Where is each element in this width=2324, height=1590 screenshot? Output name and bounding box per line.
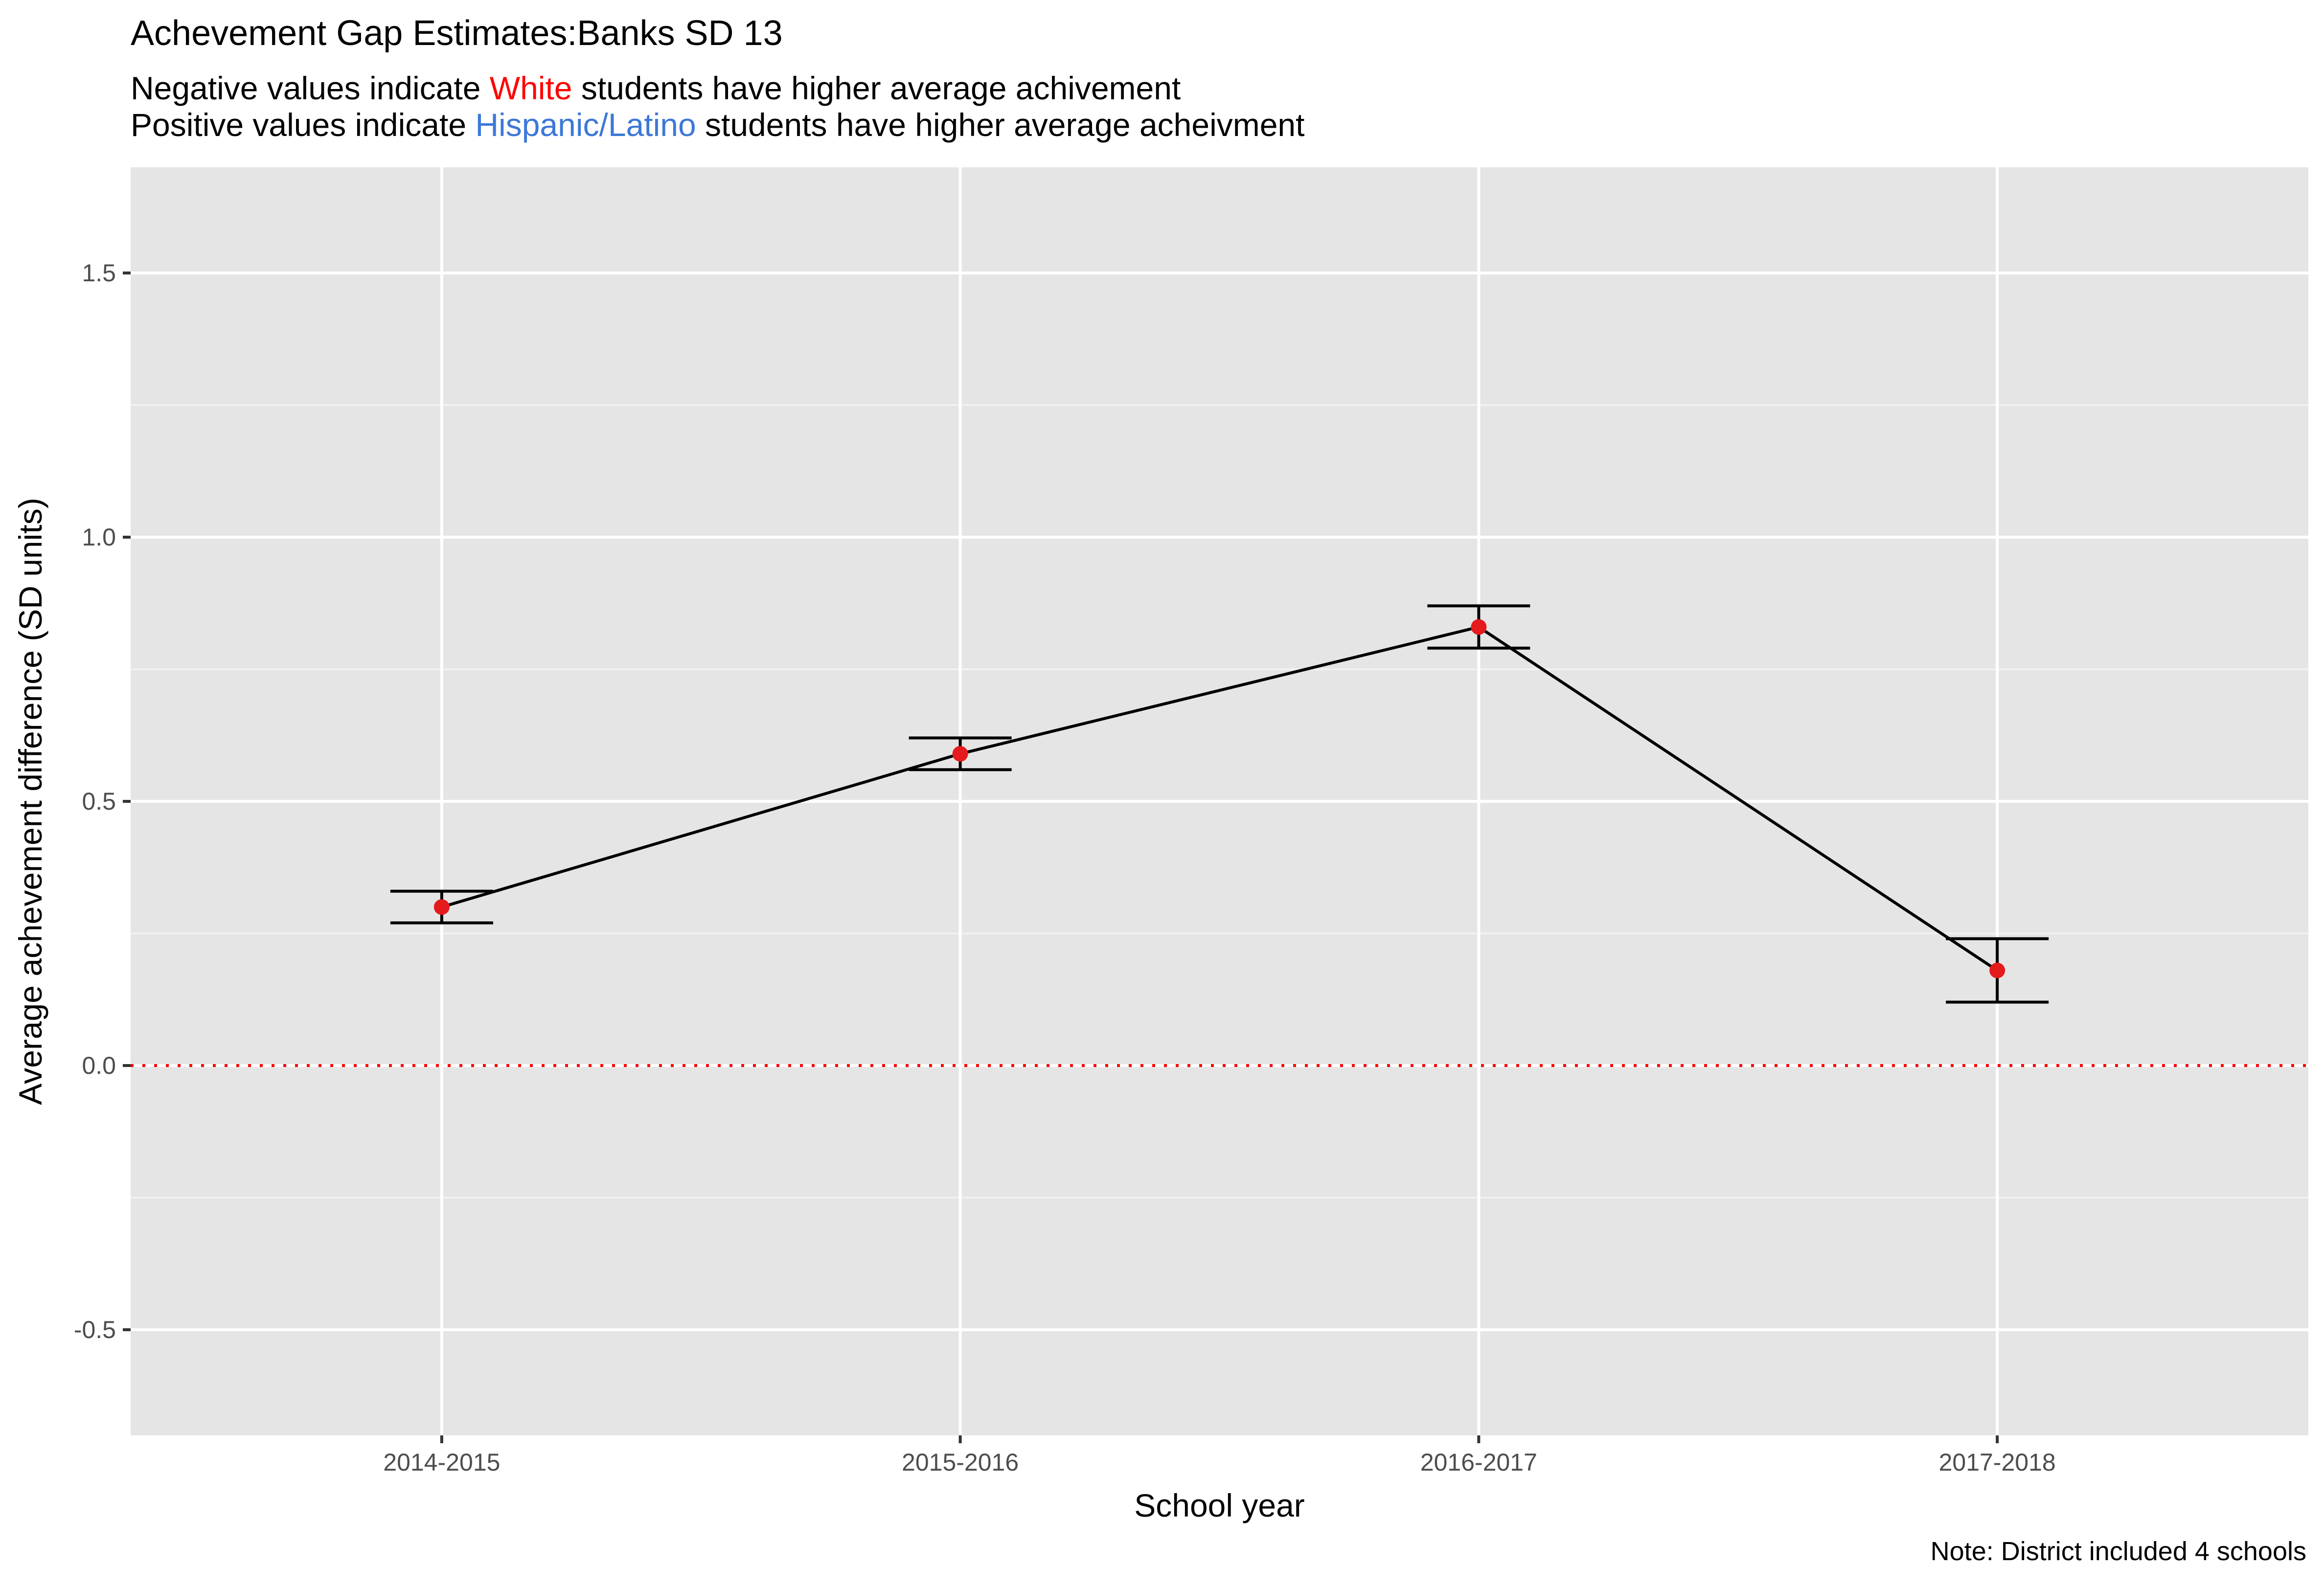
y-tick-label: 1.0 — [82, 523, 116, 551]
x-tick-label: 2017-2018 — [1939, 1449, 2056, 1476]
y-axis-title: Average achevement difference (SD units) — [12, 498, 48, 1105]
chart-title: Achevement Gap Estimates:Banks SD 13 — [131, 14, 783, 53]
data-point — [1989, 962, 2005, 978]
subtitle-2-prefix: Positive values indicate — [131, 107, 476, 143]
major-y-gridlines — [131, 272, 2308, 1331]
y-axis: -0.5 0.0 0.5 1.0 1.5 — [74, 259, 131, 1343]
subtitle-line-2: Positive values indicate Hispanic/Latino… — [131, 105, 1304, 144]
data-point — [433, 899, 450, 915]
major-x-gridlines — [440, 167, 1999, 1435]
subtitle-1-suffix: students have higher average achivement — [572, 70, 1181, 106]
data-point — [952, 746, 968, 762]
x-tick-label: 2015-2016 — [902, 1449, 1019, 1476]
subtitle-line-1: Negative values indicate White students … — [131, 68, 1181, 108]
y-tick-label: -0.5 — [74, 1316, 116, 1343]
chart-caption: Note: District included 4 schools — [1930, 1537, 2306, 1566]
y-tick-label: 1.5 — [82, 259, 116, 287]
minor-gridlines — [131, 404, 2308, 1199]
y-tick-label: 0.5 — [82, 788, 116, 815]
x-tick-label: 2016-2017 — [1420, 1449, 1537, 1476]
subtitle-1-prefix: Negative values indicate — [131, 70, 490, 106]
x-axis: 2014-2015 2015-2016 2016-2017 2017-2018 — [383, 1435, 2056, 1476]
y-tick-label: 0.0 — [82, 1052, 116, 1079]
x-tick-label: 2014-2015 — [383, 1449, 500, 1476]
data-points — [433, 619, 2005, 978]
subtitle-1-highlight-white: White — [489, 70, 572, 106]
subtitle-2-suffix: students have higher average acheivment — [696, 107, 1305, 143]
x-axis-title: School year — [1134, 1487, 1305, 1523]
data-point — [1471, 619, 1487, 635]
subtitle-2-highlight-hispanic: Hispanic/Latino — [475, 107, 696, 143]
series-line — [441, 625, 1998, 972]
